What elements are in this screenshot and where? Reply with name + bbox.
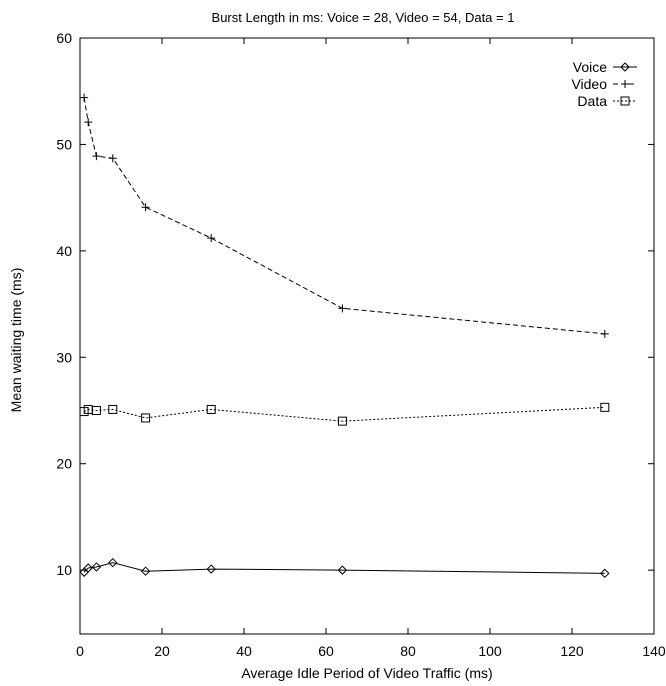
series-voice: [79, 557, 610, 579]
video-point: [600, 329, 609, 338]
x-tick-label: 140: [642, 643, 666, 659]
y-tick-label: 40: [56, 243, 72, 259]
legend-label-data: Data: [577, 93, 607, 109]
video-point: [108, 154, 117, 163]
voice-point: [108, 557, 118, 568]
video-line: [83, 97, 605, 335]
data-line: [83, 406, 605, 422]
x-tick-label: 60: [318, 643, 334, 659]
series-data: [79, 402, 610, 426]
x-tick-label: 20: [154, 643, 170, 659]
data-point: [91, 406, 101, 415]
y-axis-label: Mean waiting time (ms): [8, 268, 24, 413]
voice-point: [206, 564, 216, 574]
series-video: [80, 93, 609, 338]
data-point: [600, 402, 610, 412]
legend-marker-data: [620, 96, 630, 106]
y-tick-label: 20: [56, 456, 72, 472]
voice-point: [83, 563, 93, 573]
y-tick-label: 50: [56, 136, 72, 152]
legend-label-video: Video: [571, 76, 607, 92]
data-point: [108, 404, 118, 414]
voice-point: [140, 566, 151, 576]
series-layer: [79, 93, 610, 579]
legend-marker-video: [621, 80, 629, 88]
x-tick-label: 40: [236, 643, 252, 659]
y-tick-label: 30: [56, 349, 72, 365]
chart-title: Burst Length in ms: Voice = 28, Video = …: [212, 10, 515, 25]
voice-point: [600, 568, 610, 579]
voice-line: [83, 562, 605, 574]
voice-point: [337, 565, 348, 575]
video-point: [84, 118, 93, 127]
legend-label-voice: Voice: [573, 59, 607, 75]
data-point: [337, 416, 347, 426]
x-tick-label: 0: [76, 643, 84, 659]
video-point: [338, 304, 347, 313]
video-point: [141, 203, 150, 212]
legend-marker-voice: [620, 62, 630, 72]
data-point: [206, 404, 216, 414]
x-tick-label: 80: [400, 643, 416, 659]
data-point: [141, 413, 151, 423]
y-tick-label: 60: [56, 30, 72, 46]
axis-ticks: 0 20 40 60 80 100 120 140 10 20 30 40 50 60: [56, 30, 665, 659]
x-tick-label: 100: [478, 643, 502, 659]
x-axis-label: Average Idle Period of Video Traffic (ms…: [241, 665, 492, 681]
plot-frame: [79, 37, 655, 635]
video-point: [207, 234, 216, 243]
video-point: [80, 93, 89, 102]
x-tick-label: 120: [560, 643, 584, 659]
video-point: [92, 152, 101, 161]
voice-point: [91, 562, 102, 572]
y-tick-label: 10: [56, 562, 72, 578]
